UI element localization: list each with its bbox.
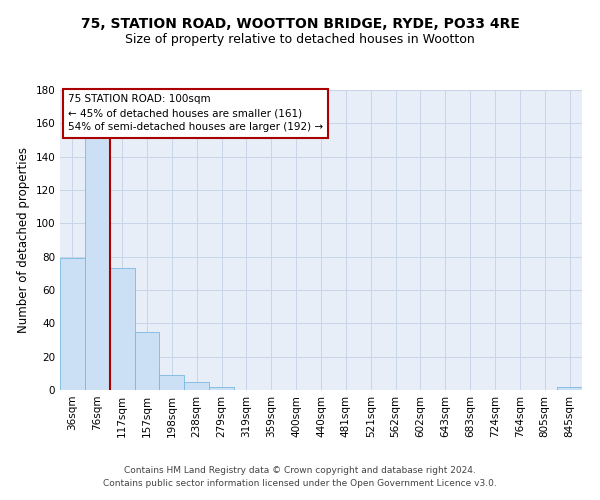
Bar <box>557 386 582 390</box>
Y-axis label: Number of detached properties: Number of detached properties <box>17 147 30 333</box>
Bar <box>209 386 234 390</box>
Bar <box>110 268 134 390</box>
Text: Size of property relative to detached houses in Wootton: Size of property relative to detached ho… <box>125 32 475 46</box>
Text: Contains HM Land Registry data © Crown copyright and database right 2024.
Contai: Contains HM Land Registry data © Crown c… <box>103 466 497 487</box>
Bar <box>160 375 184 390</box>
Text: 75, STATION ROAD, WOOTTON BRIDGE, RYDE, PO33 4RE: 75, STATION ROAD, WOOTTON BRIDGE, RYDE, … <box>80 18 520 32</box>
Bar <box>184 382 209 390</box>
Bar <box>85 138 110 390</box>
Bar <box>60 258 85 390</box>
Bar <box>134 332 160 390</box>
Text: 75 STATION ROAD: 100sqm
← 45% of detached houses are smaller (161)
54% of semi-d: 75 STATION ROAD: 100sqm ← 45% of detache… <box>68 94 323 132</box>
